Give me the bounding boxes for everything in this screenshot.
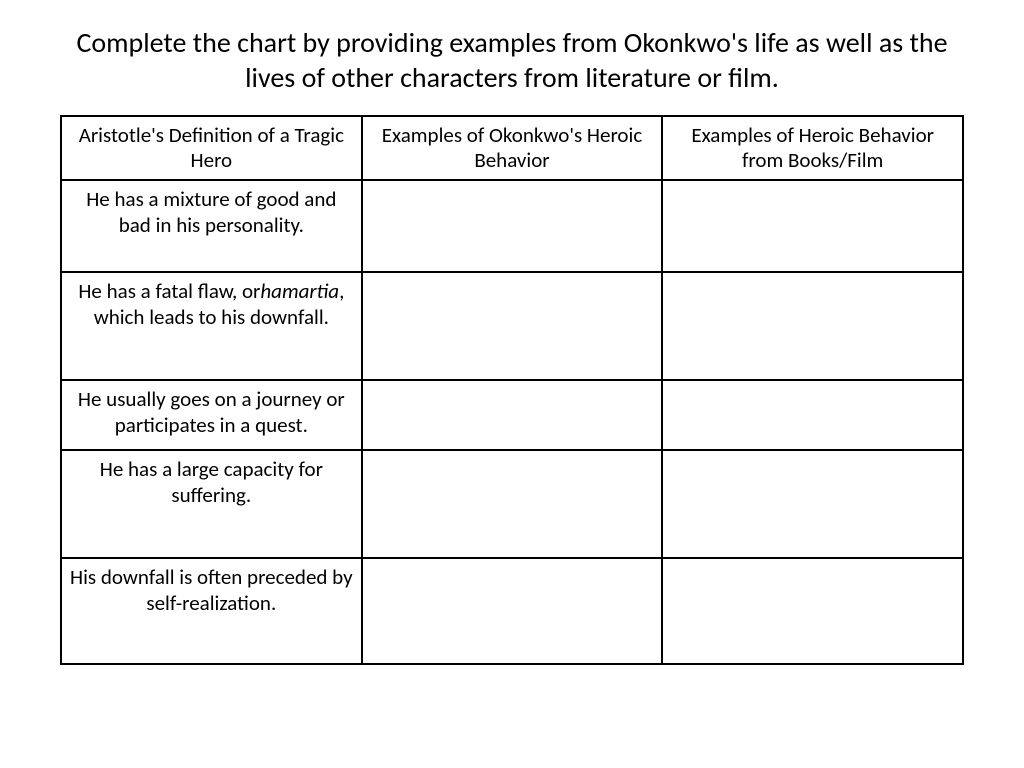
definition-text-italic: hamartia <box>260 278 339 304</box>
column-header-okonkwo: Examples of Okonkwo's Heroic Behavior <box>362 116 663 180</box>
okonkwo-cell <box>362 450 663 558</box>
definition-cell: He has a fatal flaw, orhamartia, which l… <box>61 272 362 380</box>
okonkwo-cell <box>362 272 663 380</box>
definition-cell: He has a mixture of good and bad in his … <box>61 180 362 272</box>
definition-cell: He usually goes on a journey or particip… <box>61 380 362 450</box>
definition-cell: His downfall is often preceded by self-r… <box>61 558 362 664</box>
definition-text-pre: He usually goes on a journey or particip… <box>78 386 345 437</box>
column-header-definition: Aristotle's Definition of a Tragic Hero <box>61 116 362 180</box>
column-header-booksfilm: Examples of Heroic Behavior from Books/F… <box>662 116 963 180</box>
definition-cell: He has a large capacity for suffering. <box>61 450 362 558</box>
booksfilm-cell <box>662 450 963 558</box>
table-row: He has a fatal flaw, orhamartia, which l… <box>61 272 963 380</box>
tragic-hero-table: Aristotle's Definition of a Tragic Hero … <box>60 115 964 665</box>
booksfilm-cell <box>662 380 963 450</box>
table-row: His downfall is often preceded by self-r… <box>61 558 963 664</box>
table-header-row: Aristotle's Definition of a Tragic Hero … <box>61 116 963 180</box>
table-row: He has a mixture of good and bad in his … <box>61 180 963 272</box>
table-row: He has a large capacity for suffering. <box>61 450 963 558</box>
definition-text-pre: His downfall is often preceded by self-r… <box>70 564 353 615</box>
definition-text-pre: He has a fatal flaw, or <box>78 278 260 304</box>
booksfilm-cell <box>662 272 963 380</box>
page-title: Complete the chart by providing examples… <box>60 25 964 95</box>
okonkwo-cell <box>362 380 663 450</box>
okonkwo-cell <box>362 558 663 664</box>
table-row: He usually goes on a journey or particip… <box>61 380 963 450</box>
booksfilm-cell <box>662 558 963 664</box>
definition-text-pre: He has a mixture of good and bad in his … <box>86 186 336 237</box>
definition-text-pre: He has a large capacity for suffering. <box>100 456 323 507</box>
booksfilm-cell <box>662 180 963 272</box>
okonkwo-cell <box>362 180 663 272</box>
